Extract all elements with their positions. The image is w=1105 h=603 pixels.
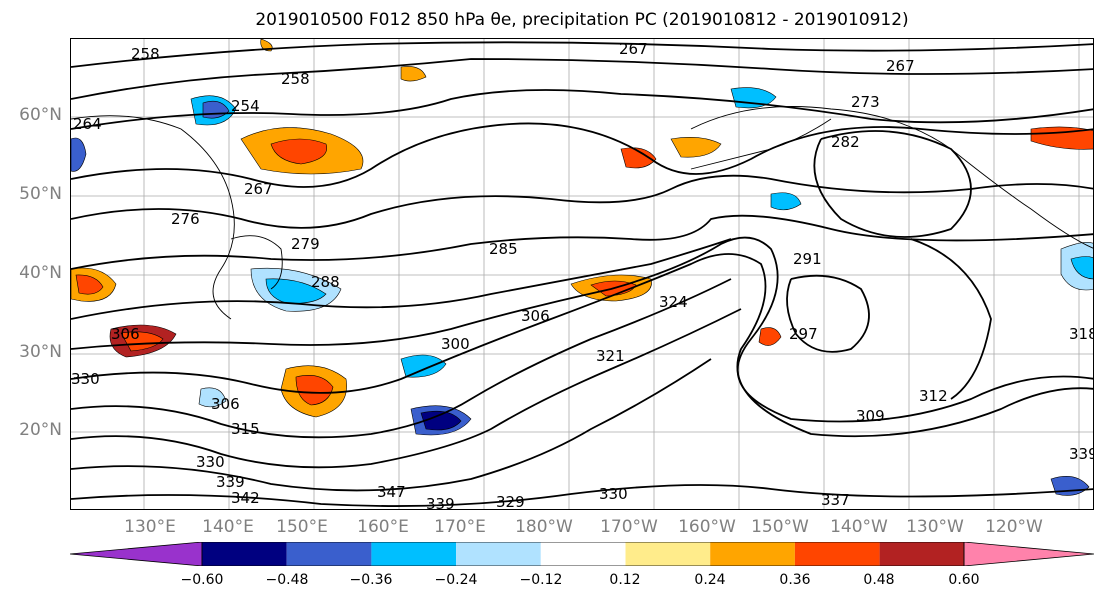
- contour-label: 330: [196, 453, 225, 471]
- lon-label: 180°W: [515, 517, 573, 537]
- lon-label: 130°W: [906, 517, 964, 537]
- contour-label: 315: [231, 420, 260, 438]
- lon-label: 140°E: [202, 517, 254, 537]
- contour-label: 267: [244, 180, 273, 198]
- contour-label: 279: [291, 235, 320, 253]
- lat-label: 30°N: [19, 342, 62, 362]
- contour-label: 339: [1069, 445, 1094, 463]
- contour-label: 267: [619, 40, 648, 58]
- lon-label: 160°E: [357, 517, 409, 537]
- contour-label: 258: [281, 70, 310, 88]
- colorbar-tick-label: −0.48: [265, 572, 309, 588]
- lon-label: 160°W: [678, 517, 736, 537]
- colorbar-tick-label: 0.24: [694, 572, 726, 588]
- coastlines: [71, 106, 1093, 320]
- colorbar-extend-low: [70, 542, 203, 566]
- graticule: [71, 39, 1093, 509]
- colorbar-swatch: [202, 542, 287, 566]
- map-title: 2019010500 F012 850 hPa θe, precipitatio…: [255, 10, 909, 30]
- lat-label: 40°N: [19, 263, 62, 283]
- contour-label: 254: [231, 97, 260, 115]
- contour-label: 306: [211, 395, 240, 413]
- map-panel: 258 267 254 258 264 267 276 279 285 291 …: [70, 38, 1094, 510]
- contour-label: 330: [71, 370, 100, 388]
- lon-label: 140°W: [830, 517, 888, 537]
- colorbar-swatch: [286, 542, 372, 566]
- colorbar-tick-label: −0.12: [519, 572, 563, 588]
- contour-label: 337: [821, 491, 850, 509]
- precip-anomaly-fills: [71, 39, 1093, 496]
- contour-label: 342: [231, 489, 260, 507]
- lon-label: 120°W: [985, 517, 1043, 537]
- contour-label: 258: [131, 45, 160, 63]
- contour-label: 347: [377, 483, 406, 501]
- colorbar: [70, 542, 1094, 566]
- colorbar-swatch: [540, 542, 626, 566]
- contour-label: 297: [789, 325, 818, 343]
- colorbar-swatch: [456, 542, 541, 566]
- lon-label: 150°E: [276, 517, 328, 537]
- colorbar-tick-label: 0.36: [779, 572, 811, 588]
- colorbar-swatch: [794, 542, 880, 566]
- colorbar-tick-label: −0.60: [180, 572, 224, 588]
- theta-e-contours: [71, 41, 1093, 507]
- contour-label: 321: [596, 347, 625, 365]
- contour-label: 300: [441, 335, 470, 353]
- colorbar-swatch: [625, 542, 711, 566]
- colorbar-tick-label: −0.36: [349, 572, 393, 588]
- map-canvas: 258 267 254 258 264 267 276 279 285 291 …: [71, 39, 1094, 510]
- contour-label: 318: [1069, 325, 1094, 343]
- contour-label: 312: [919, 387, 948, 405]
- colorbar-tick-label: 0.60: [948, 572, 980, 588]
- contour-label: 264: [73, 115, 102, 133]
- lat-label: 60°N: [19, 105, 62, 125]
- contour-label: 282: [831, 133, 860, 151]
- contour-label: 306: [111, 325, 140, 343]
- lon-label: 170°W: [600, 517, 658, 537]
- colorbar-tick-label: −0.24: [434, 572, 478, 588]
- colorbar-swatch: [710, 542, 795, 566]
- contour-label: 276: [171, 210, 200, 228]
- contour-label: 306: [521, 307, 550, 325]
- lon-label: 130°E: [124, 517, 176, 537]
- contour-label: 291: [793, 250, 822, 268]
- contour-label: 288: [311, 273, 340, 291]
- colorbar-swatch: [879, 542, 964, 566]
- colorbar-swatch: [371, 542, 457, 566]
- lat-label: 50°N: [19, 184, 62, 204]
- lon-label: 170°E: [434, 517, 486, 537]
- lat-label: 20°N: [19, 420, 62, 440]
- colorbar-tick-label: 0.48: [863, 572, 895, 588]
- contour-label: 285: [489, 240, 518, 258]
- contour-label: 339: [216, 473, 245, 491]
- contour-label: 330: [599, 485, 628, 503]
- colorbar-extend-high: [963, 542, 1094, 566]
- contour-label: 267: [886, 57, 915, 75]
- contour-label: 339: [426, 495, 455, 510]
- lon-label: 150°W: [751, 517, 809, 537]
- contour-labels: 258 267 254 258 264 267 276 279 285 291 …: [71, 40, 1094, 510]
- contour-label: 324: [659, 293, 688, 311]
- contour-label: 273: [851, 93, 880, 111]
- colorbar-tick-label: 0.12: [609, 572, 641, 588]
- contour-label: 309: [856, 407, 885, 425]
- contour-label: 329: [496, 493, 525, 510]
